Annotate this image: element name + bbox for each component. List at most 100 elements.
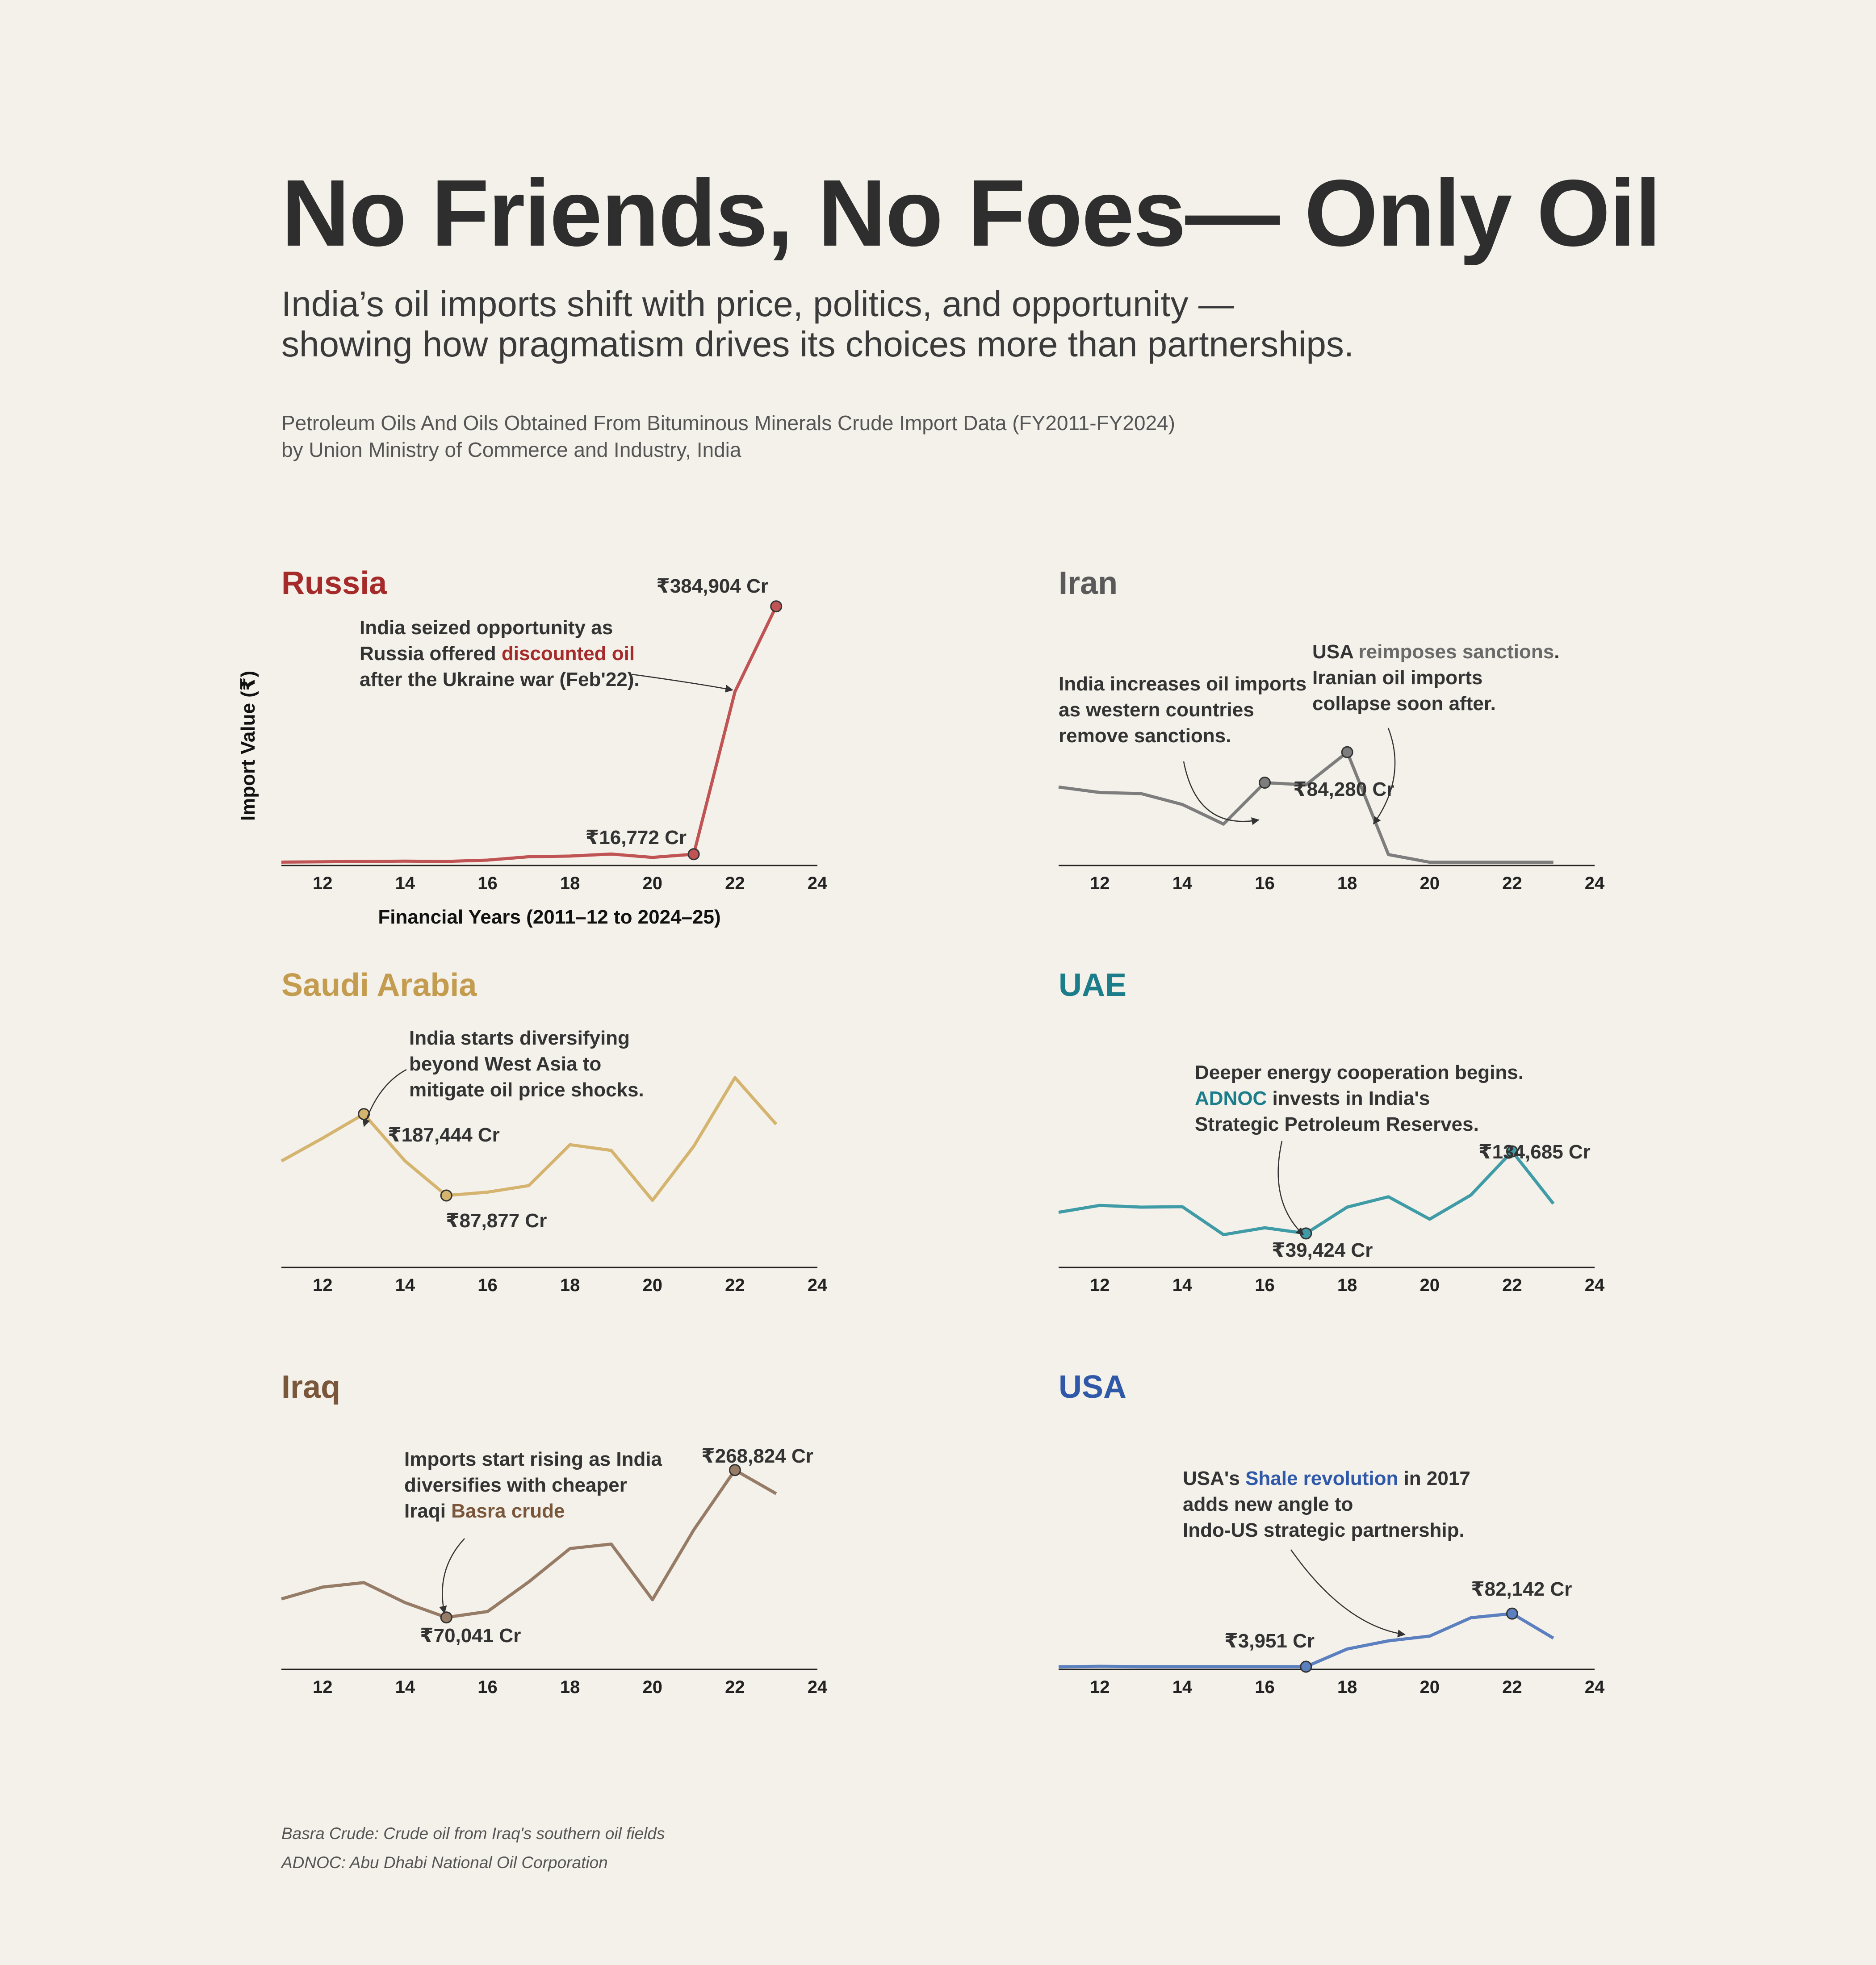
x-tick-label: 18 [1337,874,1357,893]
footnote-adnoc: ADNOC: Abu Dhabi National Oil Corporatio… [281,1853,608,1872]
data-label: ₹82,142 Cr [1471,1578,1572,1600]
annotation: India increases oil imports as western co… [1059,673,1306,747]
y-axis-label: Import Value (₹) [237,671,259,821]
x-tick-label: 22 [725,874,745,893]
x-tick-label: 20 [643,1677,663,1697]
panel-uae: UAE 12 14 16 18 20 22 24 [1058,967,1605,1295]
annotation: USA's Shale revolution in 2017 adds new a… [1183,1467,1470,1541]
series-line [1058,750,1554,864]
highlight-point [1300,1660,1312,1673]
x-tick-label: 20 [1420,1275,1440,1295]
highlight-point [1506,1145,1518,1158]
x-tick-label: 16 [477,874,498,893]
series-line [281,1468,777,1619]
annotation: Deeper energy cooperation begins. ADNOC i… [1195,1062,1524,1135]
data-label: ₹3,951 Cr [1224,1630,1315,1652]
highlight-point [770,600,783,613]
source-line-2: by Union Ministry of Commerce and Indust… [281,438,741,461]
x-tick-label: 14 [395,1677,415,1697]
annotation-arrow [1183,761,1260,825]
x-tick-label: 22 [725,1275,745,1295]
panel-iran: Iran 12 14 16 18 20 22 24 [1058,565,1605,893]
x-tick-label: 14 [1172,1677,1193,1697]
highlight-point [440,1611,452,1624]
x-tick-label: 22 [725,1677,745,1697]
highlight-point [1259,777,1271,789]
annotation-arrow [1277,1141,1304,1236]
data-label: ₹16,772 Cr [586,827,687,849]
data-label: ₹84,280 Cr [1293,778,1394,800]
highlight-point [1341,746,1353,758]
x-tick-label: 14 [1172,874,1193,893]
x-tick-label: 12 [313,1677,333,1697]
annotation-arrow [1290,1549,1406,1638]
footnote-basra: Basra Crude: Crude oil from Iraq's south… [281,1824,665,1843]
x-tick-label: 22 [1502,1677,1522,1697]
x-tick-label: 12 [1090,1677,1110,1697]
subtitle-line-2: showing how pragmatism drives its choice… [281,324,1354,364]
annotation: Imports start rising as India diversifies… [404,1448,662,1522]
x-tick-label: 14 [395,1275,415,1295]
x-tick-label: 12 [1090,874,1110,893]
data-label: ₹384,904 Cr [656,575,768,597]
x-tick-label: 20 [643,1275,663,1295]
x-tick-label: 12 [313,1275,333,1295]
x-tick-label: 12 [1090,1275,1110,1295]
subtitle-line-1: India’s oil imports shift with price, po… [281,284,1234,324]
data-label: ₹134,685 Cr [1478,1141,1591,1163]
source-line-1: Petroleum Oils And Oils Obtained From Bi… [281,411,1175,435]
x-tick-label: 16 [477,1275,498,1295]
series-line [1058,1150,1555,1237]
highlight-point [440,1189,452,1202]
panel-title: Iran [1059,565,1118,601]
x-tick-label: 22 [1502,1275,1522,1295]
x-tick-label: 16 [1255,874,1275,893]
highlight-point [1506,1607,1518,1620]
x-tick-label: 24 [1585,1677,1605,1697]
x-tick-label: 24 [1585,874,1605,893]
panel-title: UAE [1059,967,1126,1003]
panel-saudi-arabia: Saudi Arabia 12 14 16 18 20 22 24 [281,967,828,1295]
highlight-point [687,848,700,861]
x-tick-label: 14 [395,874,415,893]
panel-russia: Russia 12 14 16 18 20 22 24 Financial Years (201… [237,565,828,928]
x-tick-label: 16 [1255,1275,1275,1295]
data-label: ₹39,424 Cr [1272,1239,1373,1261]
panel-title: Saudi Arabia [281,967,477,1003]
x-tick-label: 20 [1420,1677,1440,1697]
data-label: ₹70,041 Cr [420,1625,521,1647]
panel-title: USA [1059,1369,1126,1405]
x-tick-label: 14 [1172,1275,1193,1295]
x-tick-label: 12 [313,874,333,893]
data-label: ₹187,444 Cr [388,1124,500,1146]
x-axis-label: Financial Years (2011–12 to 2024–25) [378,906,720,928]
annotation: USA reimposes sanctions. Iranian oil impo… [1312,641,1559,715]
annotation: India starts diversifying beyond West Asi… [409,1027,644,1101]
x-tick-label: 24 [1585,1275,1605,1295]
x-tick-label: 16 [1255,1677,1275,1697]
x-tick-label: 22 [1502,874,1522,893]
annotation-arrow [439,1538,465,1614]
annotation: India seized opportunity as Russia offere… [360,617,640,690]
panel-title: Russia [281,565,387,601]
panel-title: Iraq [281,1369,340,1405]
chart-title: No Friends, No Foes— Only Oil [281,160,1661,266]
x-tick-label: 24 [808,1275,828,1295]
highlight-point [729,1464,741,1476]
x-tick-label: 18 [560,1677,580,1697]
annotation-arrow [1373,727,1396,825]
x-tick-label: 18 [1337,1677,1357,1697]
annotation-arrow [632,673,733,693]
data-label: ₹268,824 Cr [701,1445,813,1467]
x-tick-label: 18 [1337,1275,1357,1295]
x-tick-label: 24 [808,874,828,893]
panel-usa: USA 12 14 16 18 20 22 24 [1058,1369,1605,1697]
annotation-arrow [362,1069,407,1127]
x-tick-label: 16 [477,1677,498,1697]
x-tick-label: 20 [1420,874,1440,893]
x-tick-label: 18 [560,1275,580,1295]
x-tick-label: 20 [643,874,663,893]
data-label: ₹87,877 Cr [446,1210,547,1232]
x-tick-label: 18 [560,874,580,893]
